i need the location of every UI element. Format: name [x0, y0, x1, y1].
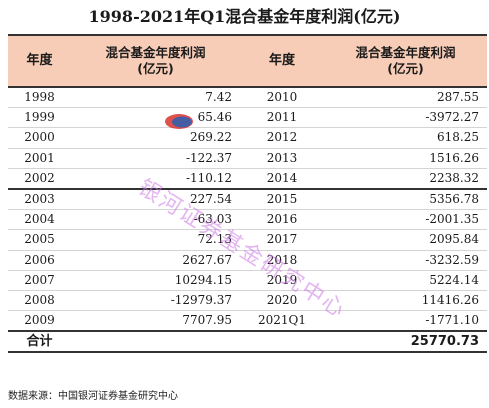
- year-cell: 2011: [240, 107, 324, 129]
- header-profit-line1: 混合基金年度利润: [355, 45, 456, 60]
- year-cell: 2019: [240, 270, 324, 291]
- year-cell: 2007: [8, 270, 71, 291]
- profit-cell: 5224.14: [324, 270, 487, 291]
- table-row: 2002 -110.12 2014 2238.32: [8, 168, 487, 190]
- profit-cell: -12979.37: [71, 290, 240, 312]
- profit-cell: 1516.26: [324, 148, 487, 169]
- profit-cell: 72.13: [71, 229, 240, 251]
- year-cell: 1998: [8, 87, 71, 109]
- profit-cell: 7.42: [71, 87, 240, 109]
- table-row: 2004 -63.03 2016 -2001.35: [8, 209, 487, 231]
- year-cell: 2020: [240, 290, 324, 312]
- year-cell: 2001: [8, 148, 71, 169]
- profit-cell: 65.46: [71, 107, 240, 129]
- table-row: 1998 7.42 2010 287.55: [8, 87, 487, 109]
- header-profit-line1: 混合基金年度利润: [105, 45, 206, 60]
- table-row: 2005 72.13 2017 2095.84: [8, 229, 487, 251]
- total-spacer: [240, 330, 324, 354]
- fund-profit-table: 年度 混合基金年度利润 (亿元) 年度 混合基金年度利润 (亿元) 1998 7…: [8, 34, 487, 354]
- year-cell: 2012: [240, 127, 324, 149]
- year-cell: 2005: [8, 229, 71, 251]
- header-profit-right: 混合基金年度利润 (亿元): [324, 34, 487, 88]
- source-note: 数据来源：中国银河证券基金研究中心: [8, 391, 178, 402]
- total-value: 25770.73: [324, 330, 487, 354]
- profit-cell: -3972.27: [324, 107, 487, 129]
- table-title: 1998-2021年Q1混合基金年度利润(亿元): [88, 7, 401, 26]
- profit-cell: -1771.10: [324, 310, 487, 332]
- profit-cell: 5356.78: [324, 188, 487, 211]
- table-row: 2007 10294.15 2019 5224.14: [8, 270, 487, 291]
- year-cell: 2016: [240, 209, 324, 231]
- total-label: 合计: [8, 330, 71, 354]
- year-cell: 2014: [240, 168, 324, 190]
- year-cell: 2021Q1: [240, 310, 324, 332]
- total-spacer: [71, 330, 240, 354]
- profit-cell: 618.25: [324, 127, 487, 149]
- profit-cell: 2627.67: [71, 250, 240, 271]
- header-row: 年度 混合基金年度利润 (亿元) 年度 混合基金年度利润 (亿元): [8, 34, 487, 88]
- year-cell: 2008: [8, 290, 71, 312]
- profit-cell: -122.37: [71, 148, 240, 169]
- profit-cell: -3232.59: [324, 250, 487, 271]
- header-profit-line2: (亿元): [387, 61, 424, 76]
- year-cell: 2004: [8, 209, 71, 231]
- profit-cell: 227.54: [71, 188, 240, 211]
- year-cell: 2009: [8, 310, 71, 332]
- header-profit-line2: (亿元): [137, 61, 174, 76]
- table-row: 2001 -122.37 2013 1516.26: [8, 148, 487, 169]
- table-row: 2003 227.54 2015 5356.78: [8, 188, 487, 211]
- table-row: 2008 -12979.37 2020 11416.26: [8, 290, 487, 312]
- header-profit-left: 混合基金年度利润 (亿元): [71, 34, 240, 88]
- year-cell: 2015: [240, 188, 324, 211]
- header-year-right: 年度: [240, 34, 324, 88]
- table-row: 2006 2627.67 2018 -3232.59: [8, 250, 487, 271]
- total-row: 合计 25770.73: [8, 330, 487, 354]
- profit-cell: 269.22: [71, 127, 240, 149]
- profit-cell: 287.55: [324, 87, 487, 109]
- header-year-left: 年度: [8, 34, 71, 88]
- year-cell: 2010: [240, 87, 324, 109]
- profit-cell: 2238.32: [324, 168, 487, 190]
- table-row: 1999 65.46 2011 -3972.27: [8, 107, 487, 129]
- year-cell: 2000: [8, 127, 71, 149]
- year-cell: 2018: [240, 250, 324, 271]
- year-cell: 2006: [8, 250, 71, 271]
- year-cell: 1999: [8, 107, 71, 129]
- profit-cell: 11416.26: [324, 290, 487, 312]
- profit-cell: 7707.95: [71, 310, 240, 332]
- table-row: 2009 7707.95 2021Q1 -1771.10: [8, 310, 487, 332]
- profit-cell: -63.03: [71, 209, 240, 231]
- profit-cell: -2001.35: [324, 209, 487, 231]
- profit-cell: 10294.15: [71, 270, 240, 291]
- profit-cell: 2095.84: [324, 229, 487, 251]
- table-row: 2000 269.22 2012 618.25: [8, 127, 487, 149]
- year-cell: 2013: [240, 148, 324, 169]
- year-cell: 2002: [8, 168, 71, 190]
- year-cell: 2017: [240, 229, 324, 251]
- year-cell: 2003: [8, 188, 71, 211]
- profit-cell: -110.12: [71, 168, 240, 190]
